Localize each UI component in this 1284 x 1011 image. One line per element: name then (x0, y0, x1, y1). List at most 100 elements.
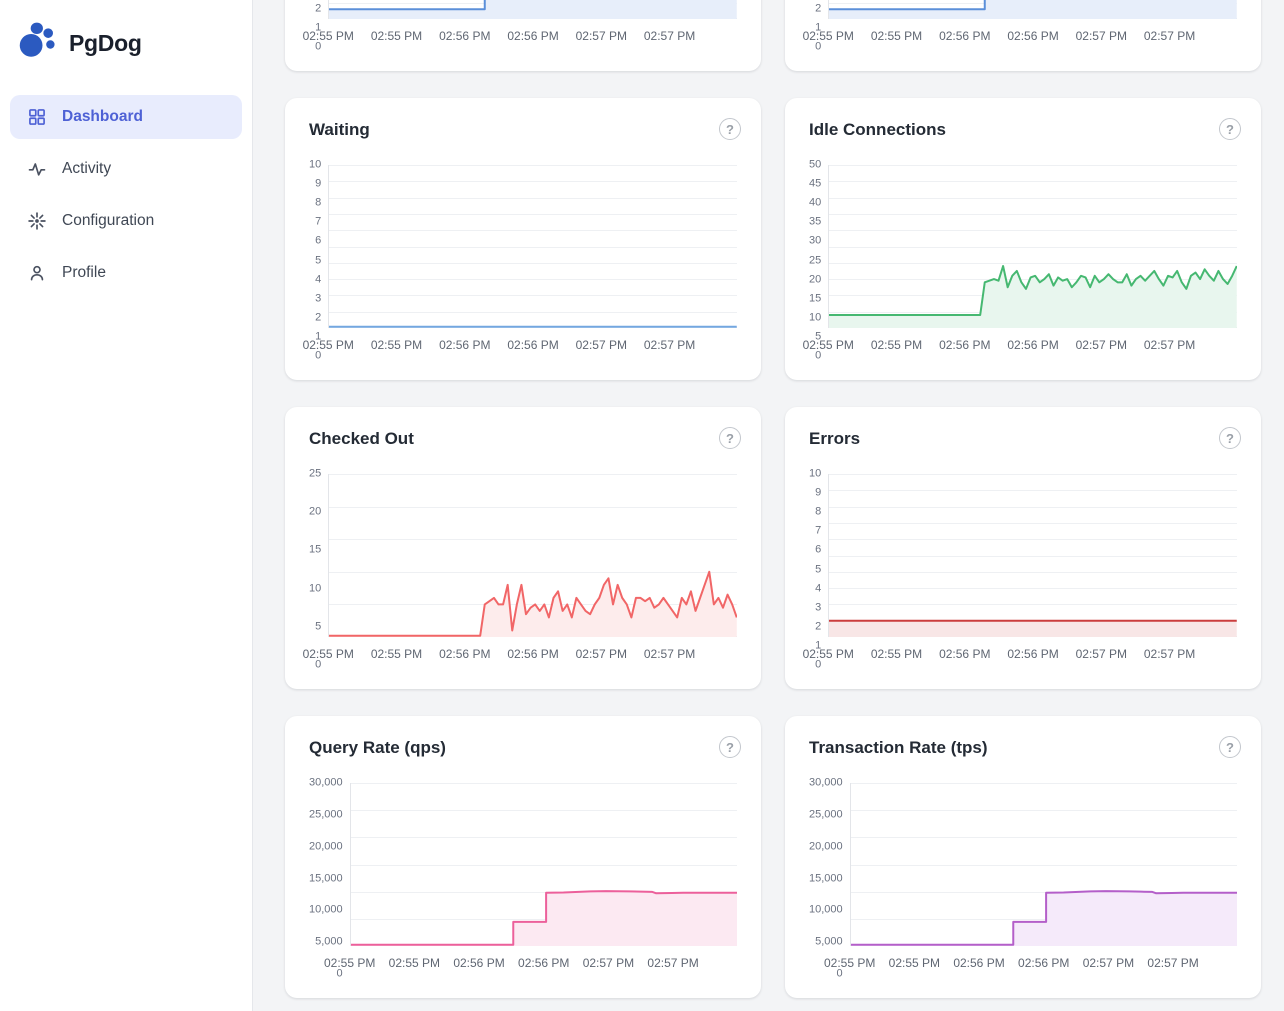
chart-title: Transaction Rate (tps) (809, 738, 988, 757)
series-fill (329, 0, 737, 19)
y-axis-labels: 30,00030,00025,00020,00015,00010,0005,00… (309, 777, 350, 979)
x-tick-label: 02:55 PM (823, 956, 876, 970)
pgdog-paw-logo-icon (18, 20, 60, 67)
help-icon[interactable]: ? (1219, 427, 1241, 449)
x-axis-labels: 02:55 PM 02:55 PM 02:56 PM 02:56 PM 02:57 PM… (803, 328, 1237, 356)
x-tick-label: 02:57 PM (647, 956, 699, 970)
gridline (829, 571, 1237, 573)
help-icon[interactable]: ? (1219, 736, 1241, 758)
y-tick-label: 5,000 (315, 935, 343, 948)
gridline (329, 539, 737, 541)
gridline (850, 810, 1237, 812)
y-tick-label: 0 (815, 40, 822, 53)
y-tick-label: 2 (815, 2, 822, 15)
gridline (850, 891, 1237, 893)
x-tick-label: 02:56 PM (939, 338, 991, 352)
gridline (829, 197, 1237, 199)
sidebar-item-label: Configuration (62, 212, 155, 229)
axis-tick-mark (829, 18, 830, 19)
chart-card-transaction-rate: Transaction Rate (tps) ? 30,00030,00025,… (785, 716, 1261, 998)
gridline (829, 539, 1237, 541)
sidebar-item-configuration[interactable]: Configuration (10, 199, 242, 243)
x-tick-label: 02:56 PM (439, 29, 491, 43)
y-tick-label: 8 (315, 196, 322, 209)
y-tick-label: 10 (809, 311, 822, 324)
series-fill (329, 571, 737, 637)
series-fill (850, 891, 1237, 946)
sidebar-item-activity[interactable]: Activity (10, 147, 242, 191)
gridline (829, 181, 1237, 183)
y-tick-label: 5 (315, 254, 322, 266)
x-tick-label: 02:57 PM (1143, 29, 1196, 43)
y-tick-label: 20 (809, 273, 822, 286)
axis-tick-mark (329, 197, 330, 199)
axis-tick-mark (329, 506, 330, 508)
x-axis-labels: 02:55 PM 02:55 PM 02:56 PM 02:56 PM 02:57 PM… (803, 19, 1237, 47)
chart-card-query-rate: Query Rate (qps) ? 30,00030,00025,00020,… (285, 716, 761, 998)
x-tick-label: 02:57 PM (1075, 29, 1127, 43)
x-tick-label: 02:57 PM (1147, 956, 1199, 970)
help-icon[interactable]: ? (719, 427, 741, 449)
y-tick-label: 10 (809, 467, 822, 480)
x-tick-label: 02:55 PM (802, 338, 854, 352)
gridline (850, 783, 1237, 784)
x-tick-label: 02:55 PM (870, 29, 923, 43)
sidebar: PgDog Dashboard Activity Configuration P… (0, 0, 253, 1011)
chart-card-idle-connections: Idle Connections ? 505045403530252015105… (785, 98, 1261, 380)
plot-area (328, 0, 737, 19)
chart-title: Errors (809, 429, 861, 448)
sidebar-item-profile[interactable]: Profile (10, 251, 242, 295)
gridline (329, 230, 737, 232)
plot-area (349, 783, 737, 946)
x-tick-label: 02:56 PM (939, 647, 991, 661)
sidebar-item-label: Profile (62, 264, 106, 281)
gridline (829, 506, 1237, 508)
axis-tick-mark (829, 213, 830, 215)
gridline (350, 864, 737, 866)
x-tick-label: 02:57 PM (582, 956, 635, 970)
y-tick-label: 10,000 (309, 903, 343, 916)
y-tick-label: 3 (315, 292, 322, 305)
gridline (329, 246, 737, 248)
sidebar-item-dashboard[interactable]: Dashboard (10, 95, 242, 139)
gridline (329, 213, 737, 215)
chart-title: Query Rate (qps) (309, 738, 446, 757)
gridline (829, 522, 1237, 524)
axis-tick-mark (329, 2, 330, 4)
series-line (351, 891, 737, 945)
x-tick-label: 02:56 PM (953, 956, 1005, 970)
axis-tick-mark (829, 2, 830, 4)
y-tick-label: 30,000 (809, 776, 843, 789)
x-tick-label: 02:57 PM (1075, 338, 1127, 352)
x-tick-label: 02:55 PM (370, 647, 423, 661)
series-line (829, 266, 1237, 315)
gridline (350, 783, 737, 784)
activity-icon (27, 159, 47, 179)
gridline (829, 262, 1237, 264)
x-tick-label: 02:56 PM (939, 29, 991, 43)
help-icon[interactable]: ? (719, 118, 741, 140)
x-tick-label: 02:55 PM (388, 956, 441, 970)
gridline (329, 311, 737, 313)
series-fill (829, 266, 1237, 328)
chart: 30,00030,00025,00020,00015,00010,0005,00… (309, 777, 737, 979)
axis-tick-mark (329, 230, 330, 232)
y-tick-label: 2 (315, 2, 322, 15)
axis-tick-mark (829, 490, 830, 492)
x-tick-label: 02:55 PM (802, 647, 854, 661)
profile-icon (27, 263, 47, 283)
help-icon[interactable]: ? (719, 736, 741, 758)
y-tick-label: 45 (809, 177, 822, 190)
help-icon[interactable]: ? (1219, 118, 1241, 140)
plot-area (828, 474, 1237, 637)
chart-title: Waiting (309, 120, 370, 139)
x-tick-label: 02:57 PM (643, 338, 696, 352)
